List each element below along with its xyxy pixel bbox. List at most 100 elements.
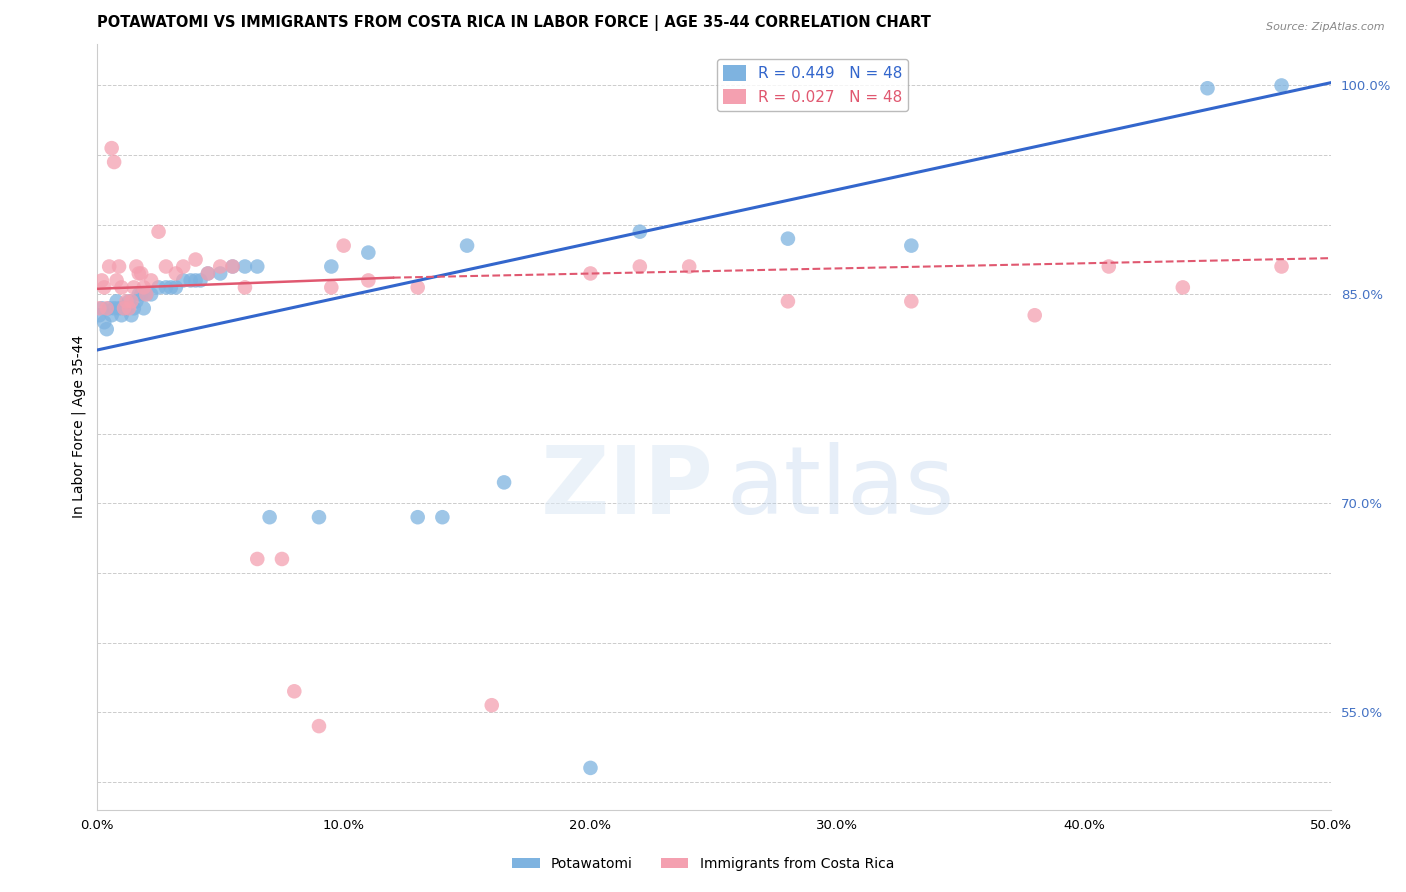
Point bbox=[90, 273, 112, 287]
Text: ZIP: ZIP bbox=[541, 442, 714, 534]
Point bbox=[96, 301, 118, 316]
Point bbox=[628, 260, 651, 274]
Point bbox=[1270, 78, 1292, 93]
Point bbox=[148, 225, 170, 239]
Point bbox=[190, 273, 212, 287]
Point bbox=[197, 267, 219, 281]
Point bbox=[115, 294, 138, 309]
Point bbox=[110, 280, 132, 294]
Point bbox=[96, 322, 118, 336]
Point bbox=[233, 280, 256, 294]
Point bbox=[93, 315, 115, 329]
Point bbox=[100, 141, 122, 155]
Point bbox=[579, 267, 602, 281]
Point bbox=[103, 301, 125, 316]
Point bbox=[233, 260, 256, 274]
Point bbox=[332, 238, 354, 252]
Point bbox=[89, 301, 111, 316]
Point bbox=[900, 238, 922, 252]
Point bbox=[118, 301, 141, 316]
Legend: R = 0.449   N = 48, R = 0.027   N = 48: R = 0.449 N = 48, R = 0.027 N = 48 bbox=[717, 59, 908, 111]
Point bbox=[172, 260, 194, 274]
Point bbox=[141, 273, 163, 287]
Point bbox=[110, 308, 132, 322]
Point bbox=[128, 267, 150, 281]
Point bbox=[165, 280, 187, 294]
Point bbox=[308, 719, 330, 733]
Point bbox=[122, 301, 145, 316]
Point bbox=[271, 552, 294, 566]
Point bbox=[246, 552, 269, 566]
Point bbox=[115, 301, 138, 316]
Point bbox=[141, 287, 163, 301]
Point bbox=[129, 267, 152, 281]
Point bbox=[125, 260, 148, 274]
Point bbox=[406, 510, 429, 524]
Point bbox=[93, 280, 115, 294]
Point bbox=[1024, 308, 1046, 322]
Point bbox=[184, 252, 207, 267]
Point bbox=[129, 287, 152, 301]
Point bbox=[579, 761, 602, 775]
Point bbox=[283, 684, 305, 698]
Point bbox=[89, 308, 111, 322]
Point bbox=[209, 260, 232, 274]
Point bbox=[246, 260, 269, 274]
Point bbox=[494, 475, 516, 490]
Point bbox=[357, 245, 380, 260]
Point bbox=[103, 155, 125, 169]
Point bbox=[155, 280, 177, 294]
Point bbox=[118, 294, 141, 309]
Point bbox=[120, 308, 142, 322]
Point bbox=[108, 301, 131, 316]
Point bbox=[628, 225, 651, 239]
Point bbox=[128, 287, 150, 301]
Point bbox=[308, 510, 330, 524]
Point bbox=[155, 260, 177, 274]
Point bbox=[112, 301, 135, 316]
Legend: Potawatomi, Immigrants from Costa Rica: Potawatomi, Immigrants from Costa Rica bbox=[506, 851, 900, 876]
Point bbox=[132, 301, 155, 316]
Point bbox=[481, 698, 503, 713]
Point bbox=[259, 510, 281, 524]
Text: Source: ZipAtlas.com: Source: ZipAtlas.com bbox=[1267, 22, 1385, 32]
Point bbox=[98, 301, 121, 316]
Point bbox=[120, 294, 142, 309]
Point bbox=[357, 273, 380, 287]
Point bbox=[135, 287, 157, 301]
Point bbox=[105, 294, 128, 309]
Point bbox=[98, 260, 121, 274]
Point bbox=[90, 301, 112, 316]
Point bbox=[456, 238, 478, 252]
Point bbox=[100, 308, 122, 322]
Point bbox=[172, 273, 194, 287]
Point bbox=[678, 260, 700, 274]
Point bbox=[1197, 81, 1219, 95]
Point bbox=[135, 287, 157, 301]
Point bbox=[165, 267, 187, 281]
Point bbox=[776, 294, 799, 309]
Y-axis label: In Labor Force | Age 35-44: In Labor Force | Age 35-44 bbox=[72, 335, 86, 518]
Point bbox=[108, 260, 131, 274]
Point bbox=[180, 273, 202, 287]
Point bbox=[122, 280, 145, 294]
Text: atlas: atlas bbox=[727, 442, 955, 534]
Point bbox=[1098, 260, 1121, 274]
Point bbox=[1171, 280, 1194, 294]
Point bbox=[105, 273, 128, 287]
Point bbox=[776, 232, 799, 246]
Point bbox=[125, 294, 148, 309]
Point bbox=[197, 267, 219, 281]
Point bbox=[432, 510, 454, 524]
Point bbox=[321, 260, 343, 274]
Point bbox=[184, 273, 207, 287]
Point bbox=[160, 280, 183, 294]
Point bbox=[221, 260, 243, 274]
Point bbox=[112, 301, 135, 316]
Text: POTAWATOMI VS IMMIGRANTS FROM COSTA RICA IN LABOR FORCE | AGE 35-44 CORRELATION : POTAWATOMI VS IMMIGRANTS FROM COSTA RICA… bbox=[97, 15, 931, 31]
Point bbox=[132, 280, 155, 294]
Point bbox=[321, 280, 343, 294]
Point bbox=[221, 260, 243, 274]
Point bbox=[209, 267, 232, 281]
Point bbox=[900, 294, 922, 309]
